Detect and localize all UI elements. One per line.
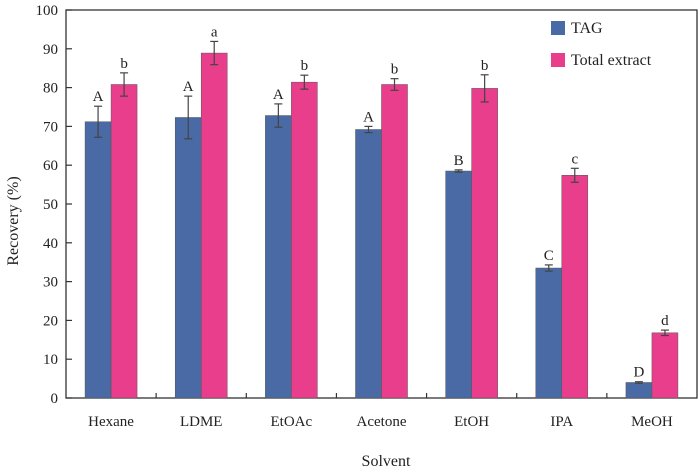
legend-swatch (551, 53, 565, 67)
bar-total-extract (651, 332, 679, 399)
significance-label: A (93, 89, 104, 105)
significance-label: A (183, 79, 194, 95)
bar-total-extract (291, 81, 318, 399)
bar-tag (355, 129, 382, 399)
x-tick-label: MeOH (631, 414, 673, 430)
y-tick-label: 0 (51, 391, 59, 407)
significance-label: C (544, 248, 554, 264)
bar-total-extract (200, 52, 228, 399)
significance-label: b (481, 58, 489, 74)
significance-label: d (661, 313, 669, 329)
y-tick-label: 30 (43, 275, 58, 291)
y-tick-label: 40 (43, 236, 58, 252)
y-tick-label: 70 (43, 119, 58, 135)
significance-label: a (211, 24, 218, 40)
significance-label: c (571, 151, 578, 167)
bar-tag (445, 170, 472, 399)
legend-label: Total extract (571, 52, 652, 69)
bar-tag (174, 117, 202, 399)
x-tick-label: Acetone (357, 414, 407, 430)
x-tick-label: LDME (180, 414, 223, 430)
y-tick-label: 90 (43, 42, 58, 58)
y-tick-label: 20 (43, 313, 58, 329)
x-tick-label: Hexane (88, 414, 134, 430)
y-tick-label: 10 (43, 352, 58, 368)
bar-tag (535, 267, 563, 399)
bar-total-extract (381, 84, 408, 399)
y-tick-label: 60 (43, 158, 58, 174)
bar-total-extract (471, 88, 498, 399)
significance-label: b (120, 56, 128, 72)
bar-tag (84, 121, 112, 399)
x-tick-label: EtOH (454, 414, 489, 430)
significance-label: A (363, 109, 374, 125)
significance-label: A (273, 87, 284, 103)
bar-tag (265, 115, 292, 399)
legend-label: TAG (571, 20, 603, 37)
bar-total-extract (561, 175, 589, 399)
y-tick-label: 50 (43, 197, 58, 213)
x-tick-label: IPA (550, 414, 573, 430)
significance-label: b (391, 62, 399, 78)
y-tick-label: 80 (43, 81, 58, 97)
significance-label: B (454, 153, 464, 169)
x-tick-label: EtOAc (271, 414, 313, 430)
significance-label: b (301, 58, 309, 74)
bar-total-extract (110, 84, 138, 399)
bar-tag (625, 382, 653, 399)
y-axis-title: Recovery (%) (5, 176, 22, 265)
x-axis-title: Solvent (362, 453, 411, 470)
y-tick-label: 100 (36, 3, 59, 19)
significance-label: D (634, 365, 645, 381)
legend-swatch (551, 21, 565, 35)
